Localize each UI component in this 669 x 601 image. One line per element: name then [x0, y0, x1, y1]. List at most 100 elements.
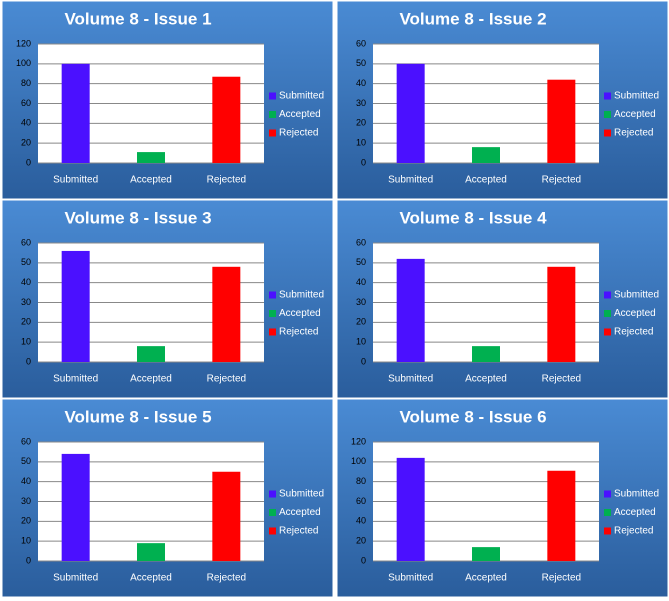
y-tick-label: 20	[356, 536, 366, 546]
y-tick-label: 30	[356, 297, 366, 307]
bar	[61, 250, 90, 362]
legend-label: Accepted	[279, 507, 321, 518]
y-tick-label: 60	[356, 237, 366, 247]
bar	[137, 152, 165, 163]
x-tick-label: Submitted	[53, 374, 98, 385]
legend-swatch	[604, 527, 611, 535]
legend-swatch	[269, 310, 276, 317]
bar	[547, 470, 576, 561]
legend-swatch	[269, 92, 276, 100]
bar	[396, 457, 425, 561]
y-tick-label: 10	[356, 337, 366, 347]
y-tick-label: 0	[361, 555, 366, 565]
chart-panel: Volume 8 - Issue 1 0 20 40 60 80 100 120 Submitt…	[1, 0, 334, 200]
y-tick-label: 80	[356, 476, 366, 486]
x-tick-label: Submitted	[53, 175, 98, 186]
y-tick-label: 30	[356, 98, 366, 108]
chart-panel: Volume 8 - Issue 3 0 10 20 30 40 50 60 Submitted…	[1, 199, 334, 399]
legend-swatch	[269, 328, 276, 336]
y-tick-label: 60	[356, 38, 366, 48]
bar	[61, 63, 90, 164]
y-tick-label: 20	[356, 317, 366, 327]
x-tick-label: Accepted	[465, 573, 507, 584]
legend-swatch	[269, 527, 276, 535]
bar	[137, 543, 165, 561]
legend-label: Rejected	[279, 526, 318, 537]
y-tick-label: 40	[21, 277, 31, 287]
legend-swatch	[269, 509, 276, 516]
legend-label: Accepted	[614, 308, 656, 319]
legend-label: Submitted	[279, 91, 324, 102]
chart-title: Volume 8 - Issue 4	[399, 208, 547, 227]
bar	[212, 266, 241, 362]
y-tick-label: 60	[356, 496, 366, 506]
chart-title: Volume 8 - Issue 1	[64, 9, 211, 28]
y-tick-label: 20	[21, 516, 31, 526]
x-tick-label: Accepted	[465, 175, 507, 186]
y-tick-label: 40	[356, 78, 366, 88]
bar	[137, 346, 165, 362]
bar	[547, 266, 576, 362]
y-tick-label: 0	[26, 555, 31, 565]
legend-label: Submitted	[614, 290, 659, 301]
chart-panel: Volume 8 - Issue 6 0 20 40 60 80 100 120 Submitt…	[336, 398, 669, 598]
legend-label: Submitted	[279, 489, 324, 500]
y-tick-label: 40	[356, 277, 366, 287]
y-tick-label: 0	[361, 356, 366, 366]
x-tick-label: Rejected	[542, 175, 581, 186]
bar	[547, 79, 576, 163]
x-tick-label: Accepted	[130, 175, 172, 186]
y-tick-label: 80	[21, 78, 31, 88]
y-tick-label: 40	[21, 118, 31, 128]
y-tick-label: 30	[21, 496, 31, 506]
bar	[396, 258, 425, 362]
bar	[472, 346, 500, 362]
bar	[61, 453, 90, 561]
y-tick-label: 40	[21, 476, 31, 486]
y-tick-label: 20	[21, 317, 31, 327]
y-tick-label: 0	[26, 356, 31, 366]
legend-label: Rejected	[279, 327, 318, 338]
y-tick-label: 50	[356, 257, 366, 267]
legend-label: Submitted	[614, 91, 659, 102]
y-tick-label: 20	[21, 138, 31, 148]
y-tick-label: 10	[21, 337, 31, 347]
legend-swatch	[604, 291, 611, 299]
y-tick-label: 100	[351, 456, 366, 466]
y-tick-label: 50	[21, 257, 31, 267]
legend-label: Rejected	[279, 128, 318, 139]
x-tick-label: Submitted	[388, 374, 433, 385]
y-tick-label: 50	[21, 456, 31, 466]
y-tick-label: 0	[361, 157, 366, 167]
x-tick-label: Submitted	[388, 175, 433, 186]
y-tick-label: 30	[21, 297, 31, 307]
legend-swatch	[604, 111, 611, 118]
chart-panel: Volume 8 - Issue 5 0 10 20 30 40 50 60 Submitted…	[1, 398, 334, 598]
legend-label: Rejected	[614, 327, 653, 338]
legend-label: Submitted	[614, 489, 659, 500]
x-tick-label: Accepted	[130, 374, 172, 385]
y-tick-label: 0	[26, 157, 31, 167]
bar	[472, 147, 500, 163]
x-tick-label: Rejected	[207, 573, 246, 584]
x-tick-label: Rejected	[542, 573, 581, 584]
x-tick-label: Submitted	[53, 573, 98, 584]
chart-title: Volume 8 - Issue 2	[399, 9, 546, 28]
chart-panel: Volume 8 - Issue 2 0 10 20 30 40 50 60 Submitted…	[336, 0, 669, 200]
x-tick-label: Rejected	[207, 374, 246, 385]
y-tick-label: 60	[21, 436, 31, 446]
legend-label: Rejected	[614, 526, 653, 537]
y-tick-label: 120	[16, 38, 31, 48]
legend-swatch	[269, 490, 276, 498]
x-tick-label: Submitted	[388, 573, 433, 584]
legend-label: Submitted	[279, 290, 324, 301]
bar	[212, 471, 241, 561]
legend-swatch	[604, 328, 611, 336]
chart-title: Volume 8 - Issue 6	[399, 407, 546, 426]
legend-label: Accepted	[614, 507, 656, 518]
legend-swatch	[604, 92, 611, 100]
y-tick-label: 100	[16, 58, 31, 68]
y-tick-label: 10	[21, 536, 31, 546]
legend-swatch	[604, 310, 611, 317]
bar	[212, 76, 241, 163]
